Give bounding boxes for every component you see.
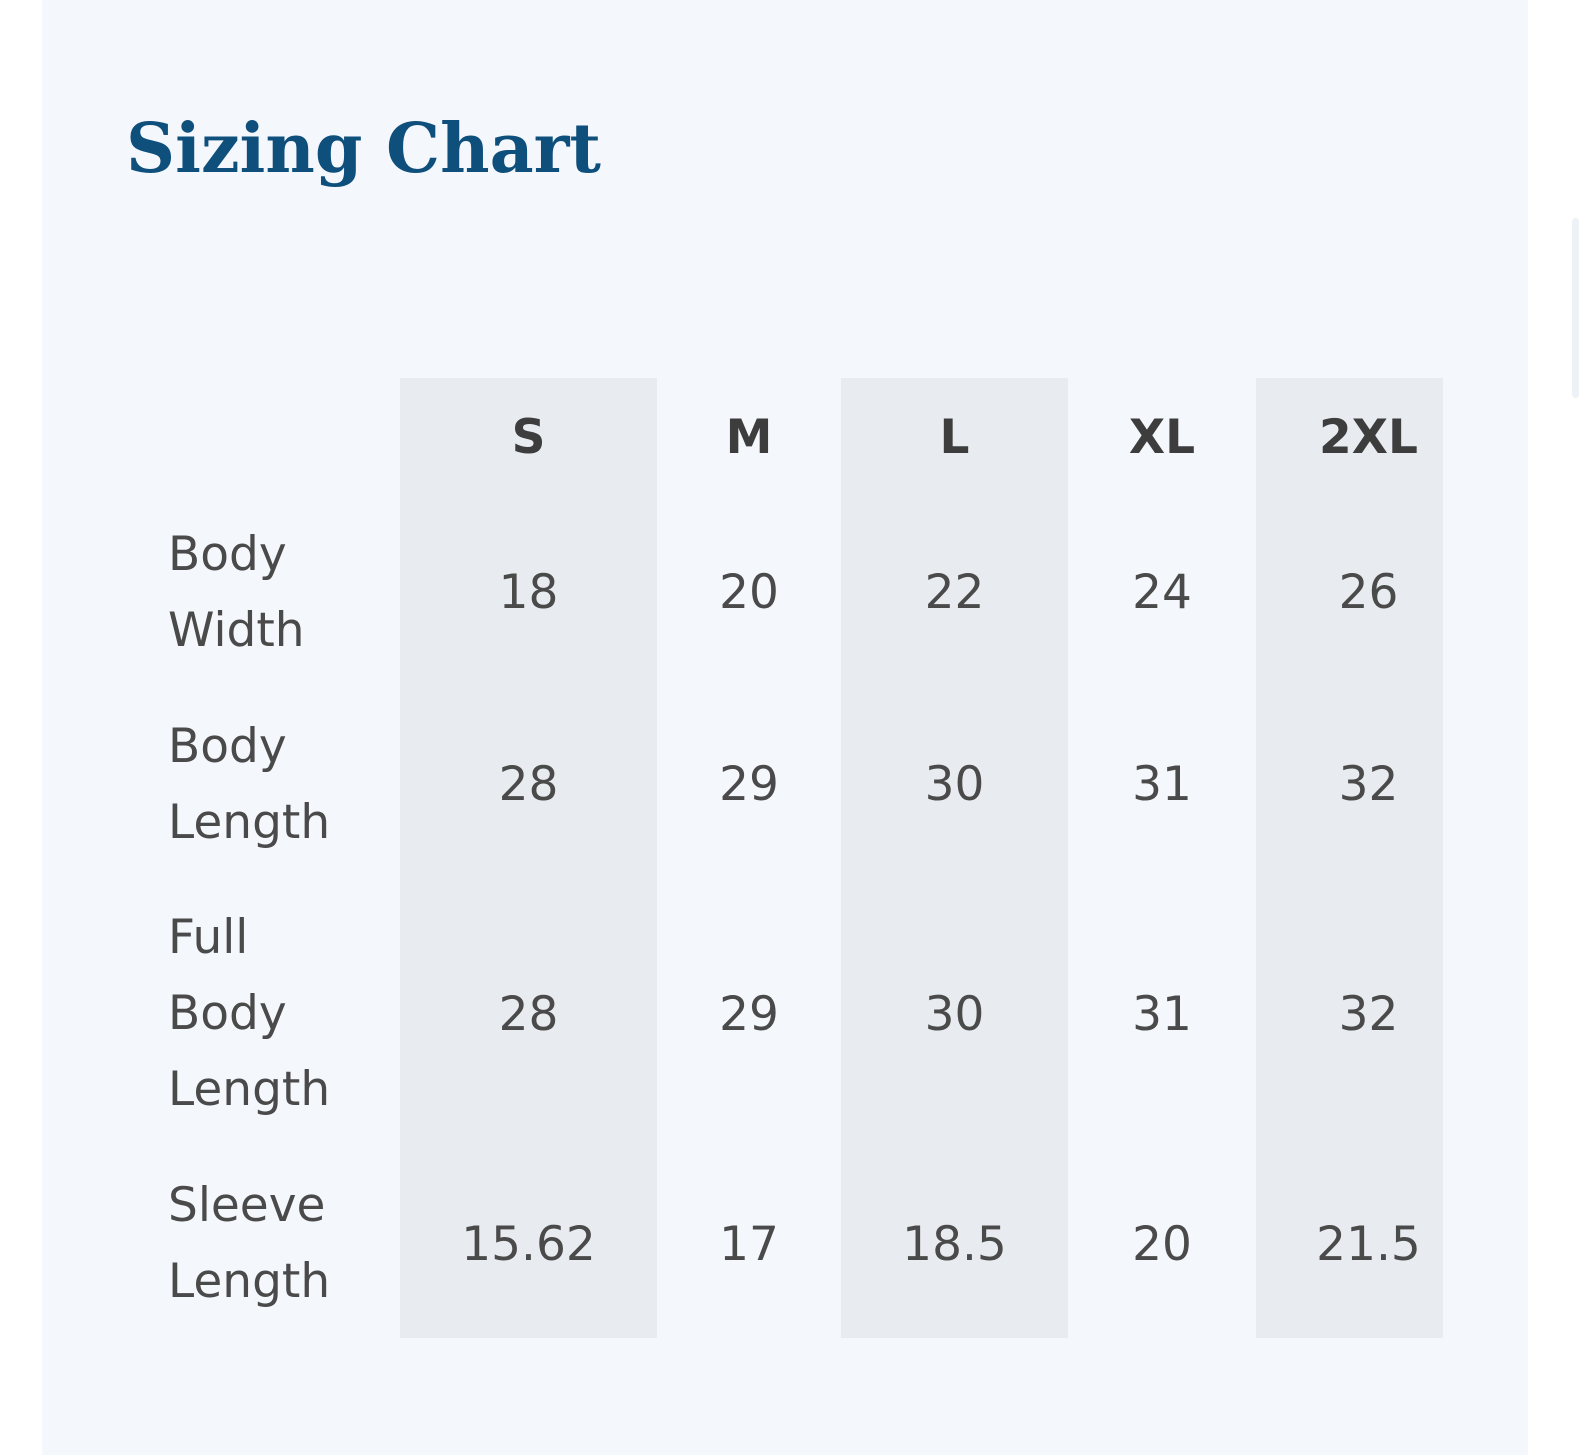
column-header-2xl: 2XL <box>1319 410 1418 465</box>
column-header-s: S <box>511 410 546 465</box>
cell-sleeve-length-xl: 20 <box>1132 1217 1192 1272</box>
cell-body-length-2xl: 32 <box>1338 757 1399 812</box>
column-header-xl: XL <box>1128 410 1196 465</box>
cell-full-body-length-xl: 31 <box>1132 987 1192 1042</box>
row-label-body-length: Body Length <box>168 719 331 850</box>
cell-body-length-s: 28 <box>498 757 559 812</box>
cell-full-body-length-2xl: 32 <box>1338 987 1399 1042</box>
column-header-m: M <box>725 410 773 465</box>
cell-body-width-l: 22 <box>924 565 985 620</box>
cell-body-width-m: 20 <box>719 565 779 620</box>
cell-full-body-length-l: 30 <box>924 987 985 1042</box>
page-title: Sizing Chart <box>126 109 601 189</box>
cell-body-length-xl: 31 <box>1132 757 1192 812</box>
cell-full-body-length-s: 28 <box>498 987 559 1042</box>
scrollbar-thumb[interactable] <box>1572 218 1579 398</box>
column-shade-s <box>400 378 657 1338</box>
row-label-sleeve-length: Sleeve Length <box>168 1178 331 1309</box>
cell-body-width-s: 18 <box>498 565 559 620</box>
row-label-full-body-length: Full Body Length <box>168 910 331 1117</box>
row-label-body-width: Body Width <box>168 527 305 658</box>
cell-body-length-m: 29 <box>719 757 779 812</box>
cell-body-length-l: 30 <box>924 757 985 812</box>
cell-sleeve-length-l: 18.5 <box>902 1217 1007 1272</box>
column-shade-l <box>841 378 1068 1338</box>
column-header-l: L <box>939 410 970 465</box>
column-shade-2xl <box>1256 378 1443 1338</box>
cell-body-width-xl: 24 <box>1132 565 1192 620</box>
cell-sleeve-length-m: 17 <box>719 1217 779 1272</box>
cell-sleeve-length-s: 15.62 <box>461 1217 596 1272</box>
cell-body-width-2xl: 26 <box>1338 565 1399 620</box>
cell-full-body-length-m: 29 <box>719 987 779 1042</box>
cell-sleeve-length-2xl: 21.5 <box>1316 1217 1421 1272</box>
